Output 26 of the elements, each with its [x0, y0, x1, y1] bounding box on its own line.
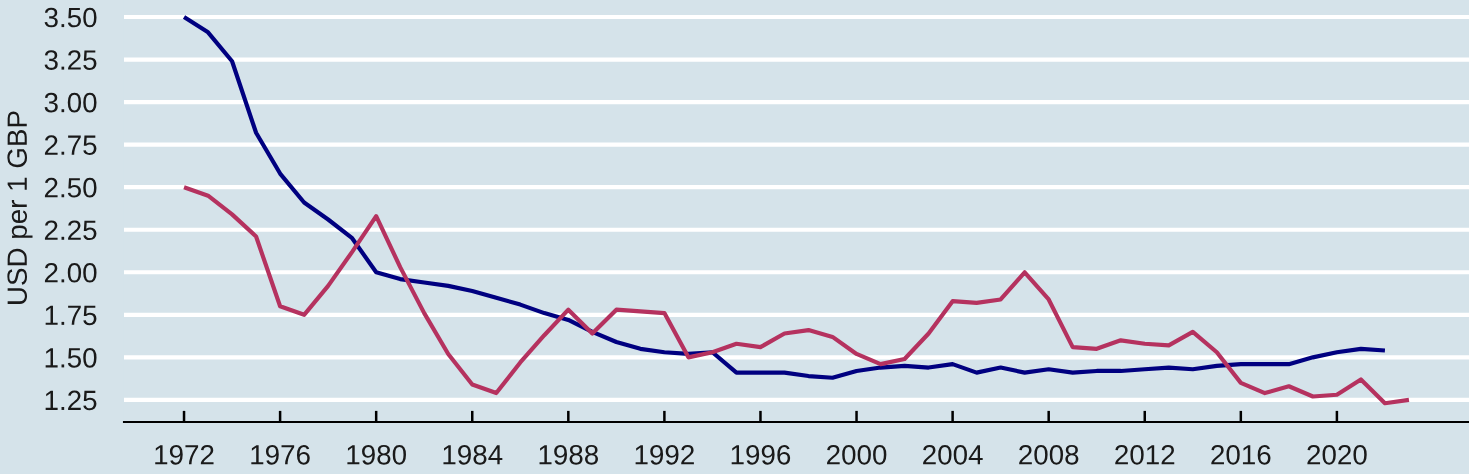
x-tick-label: 2004	[923, 444, 983, 465]
x-tick-label: 1976	[251, 444, 310, 465]
x-tick-label: 1972	[155, 444, 214, 465]
y-tick-label: 3.50	[44, 7, 97, 28]
y-axis-title: USD per 1 GBP	[7, 111, 33, 304]
x-tick-label: 1984	[443, 444, 503, 465]
x-tick-label: 1992	[635, 444, 694, 465]
line-series	[181, 185, 1412, 406]
line-series	[181, 14, 1388, 380]
x-tick-label: 2008	[1019, 444, 1079, 465]
x-tick-label: 2016	[1211, 444, 1271, 465]
y-tick-label: 1.25	[45, 390, 97, 411]
y-tick-label: 3.25	[44, 50, 97, 70]
y-tick-label: 2.00	[44, 262, 97, 283]
x-tick-label: 1996	[731, 444, 791, 465]
y-tick-label: 1.75	[45, 305, 97, 326]
x-tick-label: 2000	[827, 444, 887, 465]
x-tick-label: 2020	[1307, 444, 1367, 465]
y-tick-label: 2.25	[44, 220, 97, 241]
y-tick-label: 2.75	[44, 135, 97, 155]
x-tick-label: 1980	[347, 444, 406, 465]
x-tick-label: 2012	[1115, 444, 1175, 465]
y-tick-label: 1.50	[45, 348, 97, 368]
y-tick-label: 3.00	[44, 92, 97, 113]
y-tick-label: 2.50	[44, 177, 97, 198]
x-tick-label: 1988	[539, 444, 599, 465]
